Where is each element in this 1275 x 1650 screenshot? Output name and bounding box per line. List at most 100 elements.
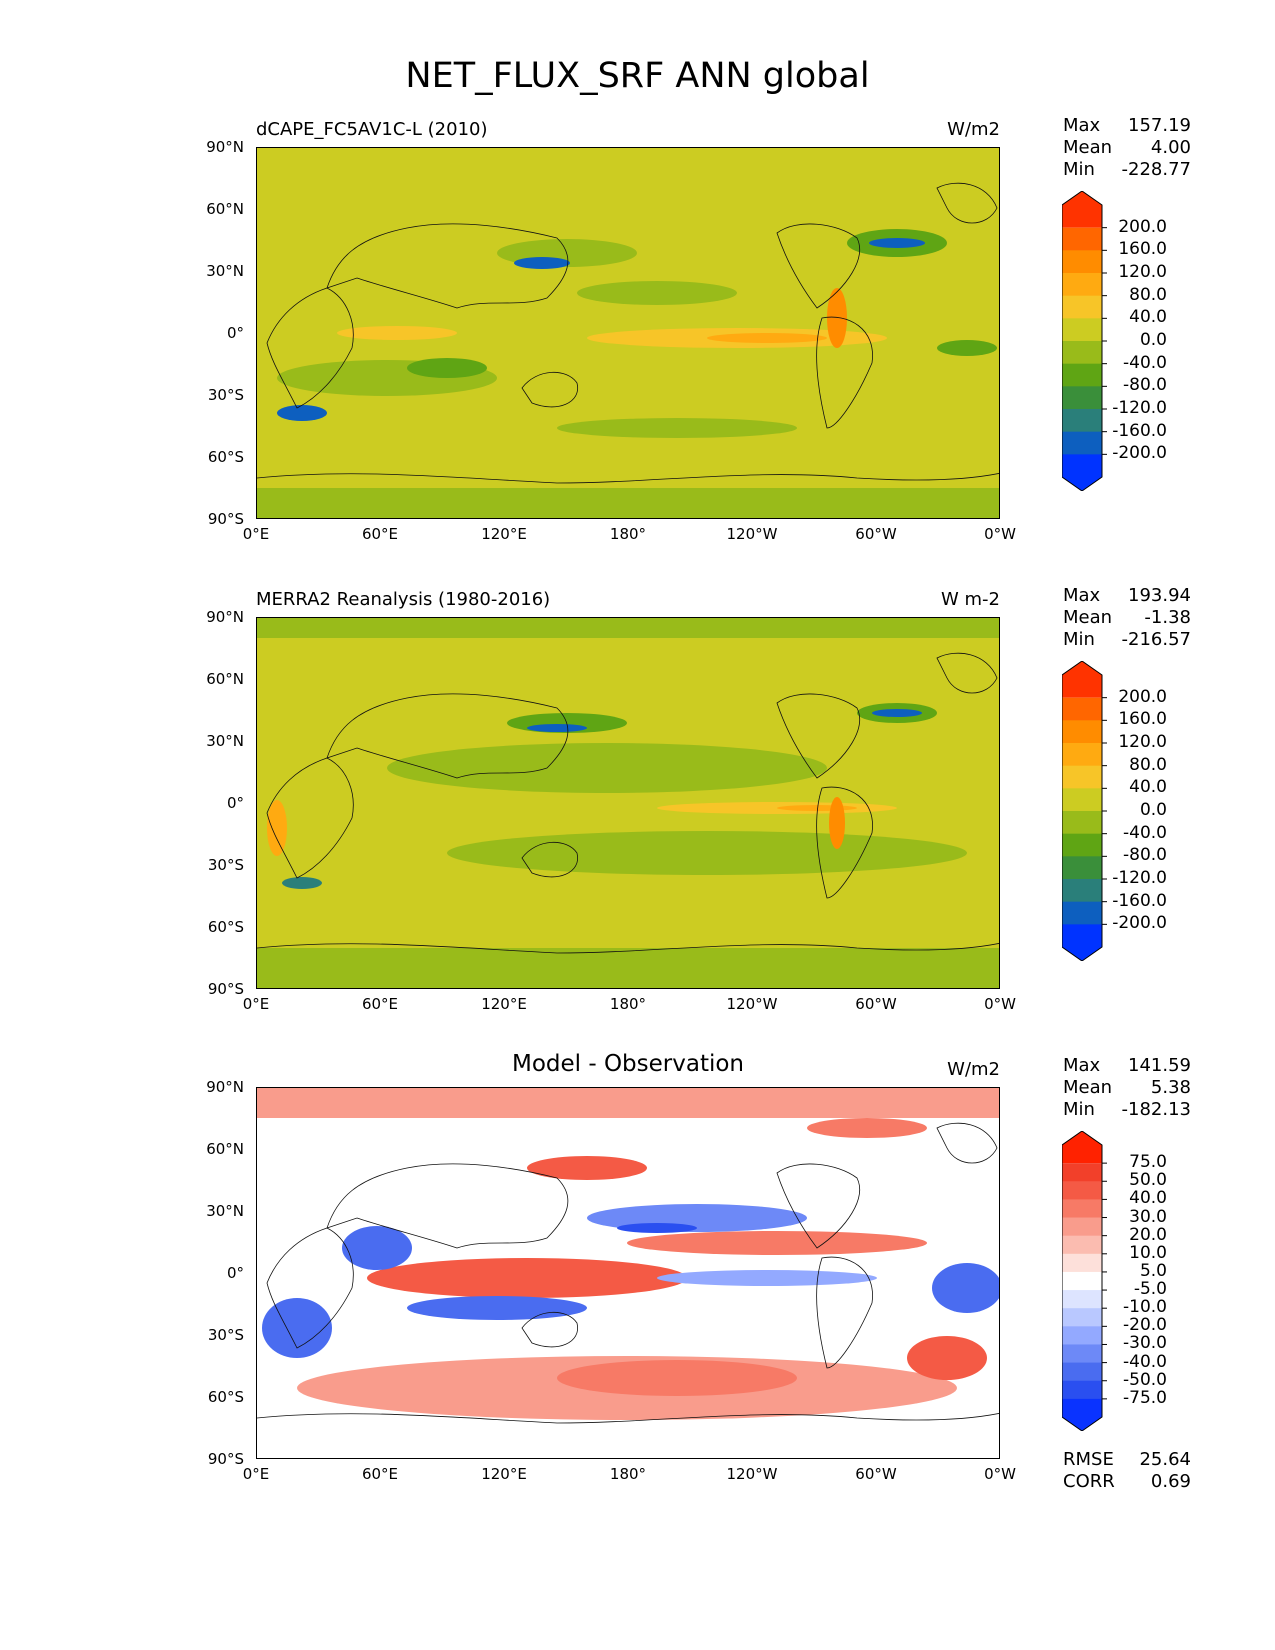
south-pacific-core [557,1360,797,1396]
lon-tick: 0°E [242,525,270,543]
colorbar-label: -160.0 [1112,890,1167,911]
colorbar-label: -200.0 [1112,913,1167,934]
south-atlantic-band [937,340,997,356]
colorbar-label: 200.0 [1118,686,1167,707]
stat-label: Max [1063,585,1101,606]
panel-observation: MERRA2 Reanalysis (1980-2016) W m-2 [0,585,1275,1037]
panel-stats: Max 157.19 Mean 4.00 Min -228.77 [1063,115,1191,181]
colorbar-outline [1062,191,1103,491]
colorbar-segment [1062,1362,1102,1382]
colorbar-label: 80.0 [1129,284,1167,305]
colorbar-label: 40.0 [1129,1188,1167,1209]
peru-upwelling [829,797,845,849]
arctic-band [257,618,999,638]
lat-tick: 0° [226,324,244,342]
panel-center-title: Model - Observation [511,1051,745,1077]
stat-label: Mean [1063,607,1113,628]
equatorial-indian-warm [337,326,457,340]
antarctic-band [257,488,999,518]
maritime-continent-band [367,1258,687,1298]
colorbar-segment [1062,227,1102,251]
colorbar-segment [1062,1235,1102,1255]
colorbar-label: 160.0 [1118,239,1167,260]
map-svg [257,1088,999,1458]
lon-tick: 120°W [726,995,778,1013]
colorbar-label: 40.0 [1129,777,1167,798]
stat-label: Min [1063,1099,1095,1120]
colorbar-segment [1062,318,1102,342]
lat-tick: 30°N [206,732,244,750]
metric-corr: 0.69 [1150,1471,1191,1492]
colorbar-label: -120.0 [1112,868,1167,888]
panel-units: W/m2 [947,119,1000,140]
colorbar-label: -80.0 [1123,375,1167,396]
lat-tick: 30°N [206,262,244,280]
colorbar-label: 160.0 [1118,709,1167,730]
colorbar-label: 40.0 [1129,307,1167,328]
north-pacific-cold-core [617,1223,697,1233]
colorbar-segment [1062,1163,1102,1182]
stat-mean: -1.38 [1144,607,1191,628]
coastlines [257,652,999,954]
colorbar-outline [1062,1131,1103,1431]
colorbar-label: 10.0 [1129,1242,1167,1263]
colorbar-label: -40.0 [1123,822,1167,843]
lat-tick: 60°N [206,670,244,688]
panel-units: W/m2 [947,1059,1000,1080]
colorbar-segment [1062,697,1102,721]
coastlines [257,1122,999,1424]
lon-tick: 120°E [481,995,527,1013]
stat-mean: 4.00 [1150,137,1191,158]
lat-tick: 60°N [206,200,244,218]
panel-metrics: RMSE 25.64 CORR 0.69 [1063,1449,1191,1493]
colorbar-segment [1062,191,1102,228]
stat-max: 157.19 [1128,115,1191,136]
colorbar-segment [1062,811,1102,835]
map-field [256,1087,1000,1459]
lat-tick: 90°S [207,510,244,528]
indian-ocean-core [407,358,487,378]
lon-tick: 60°W [855,1465,897,1483]
stat-label: Min [1063,159,1095,180]
stat-label: Max [1063,1055,1101,1076]
colorbar-label: -75.0 [1123,1387,1167,1408]
colorbar-segment [1062,454,1102,491]
colorbar-label: -40.0 [1123,352,1167,373]
colorbar-segment [1062,743,1102,767]
lon-tick: 60°W [855,525,897,543]
itcz-band [627,1231,927,1255]
colorbar-segment [1062,341,1102,365]
south-indian-cold [407,1296,587,1320]
stat-label: Mean [1063,1077,1113,1098]
lat-tick: 90°N [206,608,244,626]
stat-min: -228.77 [1121,159,1191,180]
panel-stats: Max 193.94 Mean -1.38 Min -216.57 [1063,585,1191,651]
colorbar-label: -200.0 [1112,443,1167,464]
lon-tick: 60°E [361,1465,399,1483]
lon-tick: 180° [609,1465,647,1483]
colorbar-segment [1062,1217,1102,1237]
lat-tick: 60°N [206,1140,244,1158]
figure-title: NET_FLUX_SRF ANN global [405,56,870,96]
lon-tick: 120°W [726,1465,778,1483]
colorbar-label: 0.0 [1139,330,1167,350]
colorbar-segment [1062,363,1102,387]
arabian-sea-cold [342,1226,412,1270]
colorbar-label: 50.0 [1129,1170,1167,1191]
colorbar-segment [1062,431,1102,455]
colorbar-label: 200.0 [1118,216,1167,237]
gulf-stream-core [869,238,925,248]
lat-tick: 30°S [207,856,244,874]
metric-rmse: 25.64 [1139,1449,1191,1470]
colorbar-segment [1062,250,1102,274]
kuroshio-warm [527,1156,647,1180]
lon-tick: 0°W [984,1465,1016,1483]
colorbar-segment [1062,386,1102,410]
panel-stats: Max 141.59 Mean 5.38 Min -182.13 [1063,1055,1191,1121]
southern-ocean-band [557,418,797,438]
stat-max: 193.94 [1128,585,1191,606]
lat-tick: 30°S [207,1326,244,1344]
lat-tick: 90°S [207,1450,244,1468]
stat-mean: 5.38 [1150,1077,1191,1098]
lon-tick: 120°W [726,525,778,543]
